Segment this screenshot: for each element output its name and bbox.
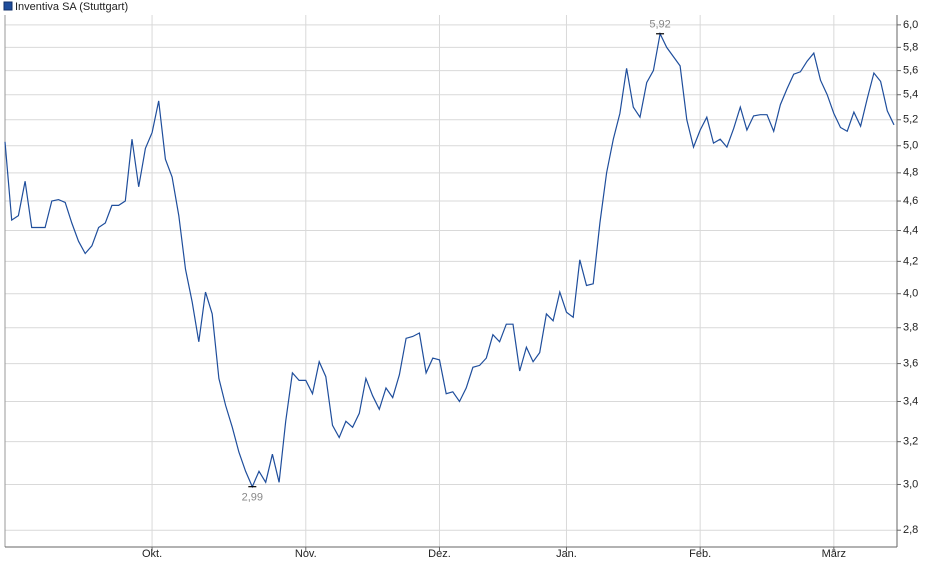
y-tick-label: 4,4 [903, 224, 918, 236]
y-tick-label: 4,6 [903, 195, 918, 207]
y-tick-label: 3,4 [903, 395, 918, 407]
price-line [4, 31, 895, 489]
x-tick-label: März [822, 548, 846, 560]
y-tick-label: 6,0 [903, 19, 918, 31]
y-tick-label: 3,6 [903, 357, 918, 369]
y-tick-label: 4,0 [903, 288, 918, 300]
x-tick-label: Nov. [295, 548, 317, 560]
y-tick-label: 5,0 [903, 140, 918, 152]
y-tick-label: 5,6 [903, 65, 918, 77]
annotation: 2,99 [242, 492, 263, 504]
y-tick-label: 3,8 [903, 322, 918, 334]
legend-label: Inventiva SA (Stuttgart) [15, 1, 128, 13]
y-tick-label: 4,8 [903, 167, 918, 179]
y-tick-label: 5,2 [903, 114, 918, 126]
y-tick-label: 2,8 [903, 524, 918, 536]
y-tick-label: 4,2 [903, 255, 918, 267]
x-tick-label: Feb. [689, 548, 711, 560]
y-tick-label: 3,0 [903, 478, 918, 490]
y-tick-label: 5,8 [903, 41, 918, 53]
y-tick-label: 3,2 [903, 436, 918, 448]
legend-swatch [3, 1, 13, 11]
x-tick-label: Dez. [428, 548, 451, 560]
x-tick-label: Jan. [556, 548, 577, 560]
y-tick-label: 5,4 [903, 89, 918, 101]
annotation: 5,92 [649, 19, 670, 31]
x-tick-label: Okt. [142, 548, 162, 560]
